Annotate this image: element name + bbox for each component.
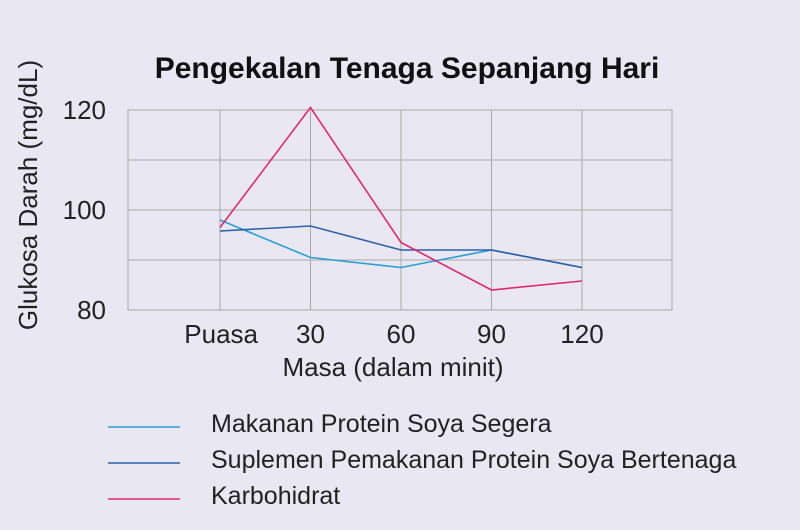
- chart-title: Pengekalan Tenaga Sepanjang Hari: [155, 52, 660, 85]
- y-tick-label: 100: [63, 195, 106, 225]
- grid: [127, 109, 673, 311]
- series-line: [219, 106, 583, 291]
- legend-label: Suplemen Pemakanan Protein Soya Bertenag…: [211, 446, 736, 474]
- legend-label: Makanan Protein Soya Segera: [211, 410, 552, 438]
- x-tick-label: Puasa: [184, 319, 258, 349]
- legend: Makanan Protein Soya Segera Suplemen Pema…: [108, 410, 736, 510]
- x-axis-ticks: Puasa 30 60 90 120: [184, 319, 603, 349]
- series-lines: [219, 106, 583, 291]
- x-tick-label: 90: [477, 319, 506, 349]
- series-line: [219, 225, 583, 269]
- x-tick-label: 60: [387, 319, 416, 349]
- x-axis-label: Masa (dalam minit): [282, 352, 503, 382]
- y-tick-label: 80: [77, 295, 106, 325]
- x-tick-label: 120: [560, 319, 603, 349]
- y-axis-label: Glukosa Darah (mg/dL): [13, 60, 43, 330]
- x-tick-label: 30: [296, 319, 325, 349]
- y-tick-label: 120: [63, 95, 106, 125]
- y-axis-ticks: 80 100 120: [63, 95, 106, 325]
- legend-label: Karbohidrat: [211, 482, 340, 510]
